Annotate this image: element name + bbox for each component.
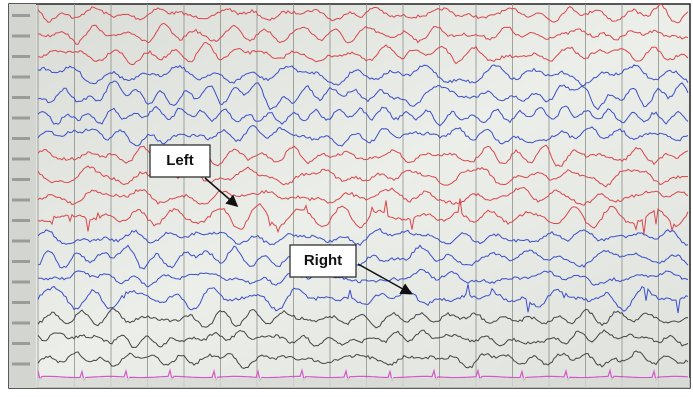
channel-label [12, 301, 30, 304]
left-callout: Left [166, 152, 194, 169]
eeg-trace [37, 125, 689, 147]
channel-label [12, 260, 30, 263]
channel-label [12, 321, 30, 325]
left-arrow [204, 177, 239, 207]
channel-label [12, 55, 30, 58]
time-grid [12, 4, 659, 388]
eeg-trace [37, 105, 689, 127]
eeg-trace [37, 308, 689, 329]
ecg-trace [37, 368, 689, 383]
eeg-traces [37, 3, 689, 383]
channel-label-column [9, 4, 36, 388]
eeg-trace [37, 329, 689, 349]
right-callout-box [289, 244, 357, 278]
channel-label [12, 116, 30, 120]
channel-label [12, 157, 30, 161]
right-arrow [357, 263, 413, 295]
channel-label [12, 14, 30, 17]
eeg-trace [37, 198, 689, 235]
right-callout: Right [304, 252, 342, 269]
eeg-trace [37, 227, 689, 247]
channel-label [12, 178, 30, 181]
eeg-trace [37, 41, 689, 66]
eeg-trace [37, 64, 689, 87]
eeg-trace [37, 3, 689, 24]
eeg-trace [37, 244, 689, 270]
channel-label [12, 75, 30, 79]
eeg-trace [37, 284, 689, 314]
eeg-trace [37, 165, 689, 188]
channel-label [12, 96, 30, 99]
channel-label [12, 239, 30, 243]
eeg-trace [37, 186, 689, 206]
eeg-trace [37, 268, 689, 288]
channel-label [12, 34, 30, 38]
channel-label [12, 198, 30, 202]
eeg-trace [37, 80, 689, 111]
channel-label [12, 280, 30, 284]
left-callout-box [149, 144, 211, 178]
eeg-trace [37, 22, 689, 45]
channel-label [12, 342, 30, 345]
channel-label [12, 219, 30, 222]
status-bar [36, 378, 690, 388]
eeg-trace [37, 144, 689, 167]
eeg-trace [37, 350, 689, 369]
channel-label [12, 137, 30, 140]
channel-label [12, 362, 30, 366]
